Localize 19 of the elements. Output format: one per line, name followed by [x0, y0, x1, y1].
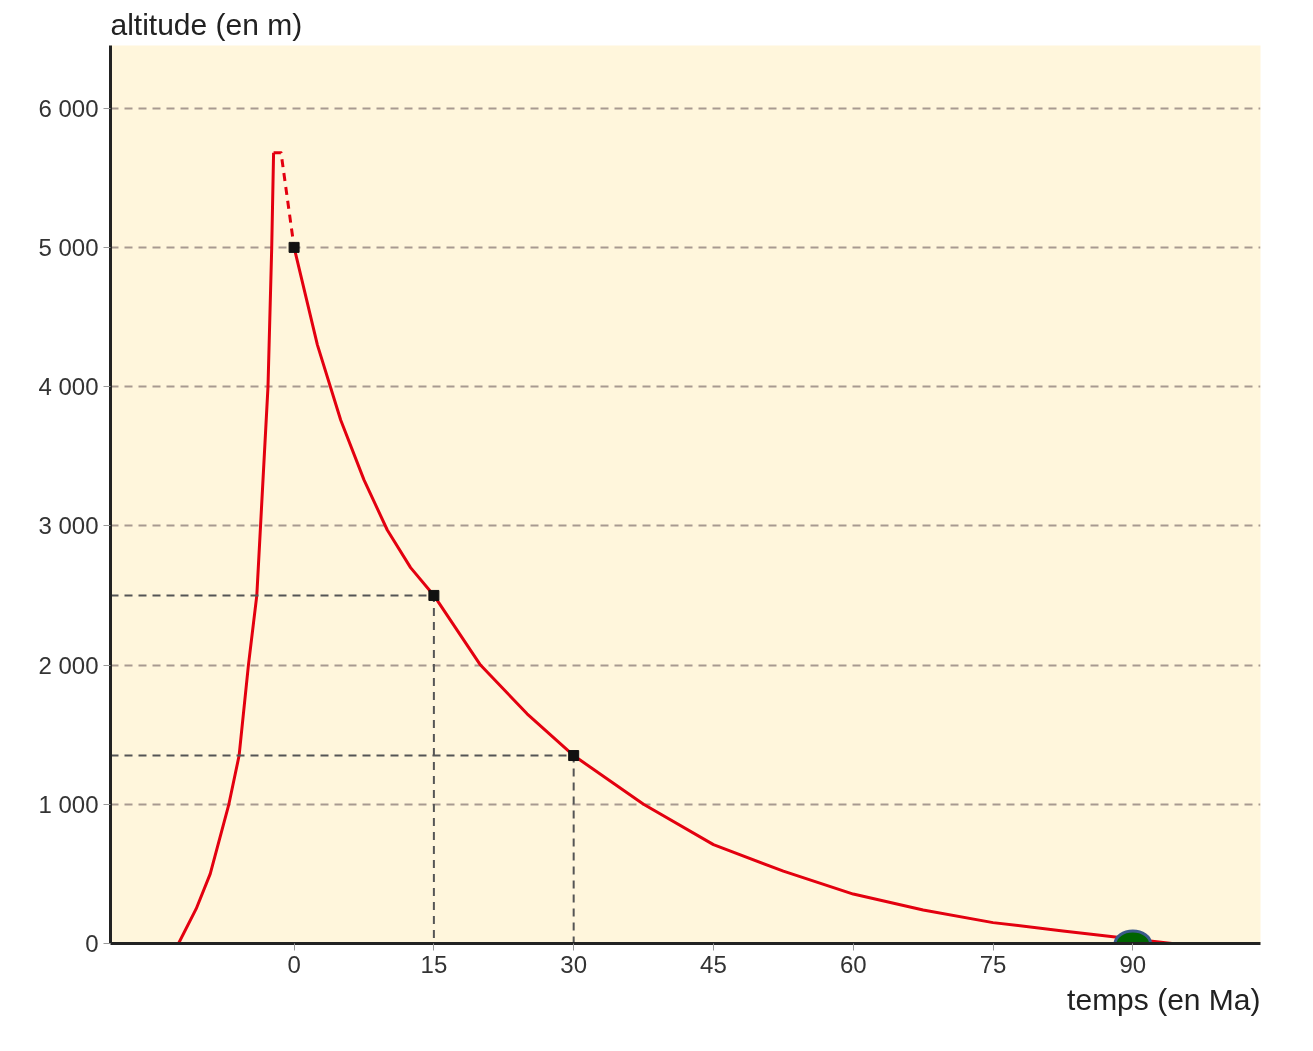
x-tick-label: 45 [700, 950, 727, 978]
y-tick-label: 3 000 [38, 512, 99, 540]
point [428, 589, 440, 601]
y-tick-label: 5 000 [38, 233, 99, 261]
y-tick-label: 2 000 [38, 651, 99, 679]
point [568, 750, 580, 762]
x-tick-label: 30 [560, 950, 588, 978]
y-tick-label: 0 [85, 930, 99, 957]
x-tick-label: 75 [979, 950, 1007, 978]
y-tick-label: 4 000 [38, 373, 99, 401]
y-tick-label: 6 000 [38, 94, 99, 122]
x-axis-title: temps (en Ma) [1067, 982, 1261, 1016]
x-tick-label: 90 [1119, 950, 1147, 978]
x-tick-label: 60 [839, 950, 867, 978]
y-axis-title: altitude (en m) [110, 7, 303, 41]
x-tick-label: 0 [287, 950, 301, 978]
y-tick-label: 1 000 [38, 790, 99, 818]
point [288, 241, 300, 253]
x-tick-label: 15 [420, 950, 448, 978]
